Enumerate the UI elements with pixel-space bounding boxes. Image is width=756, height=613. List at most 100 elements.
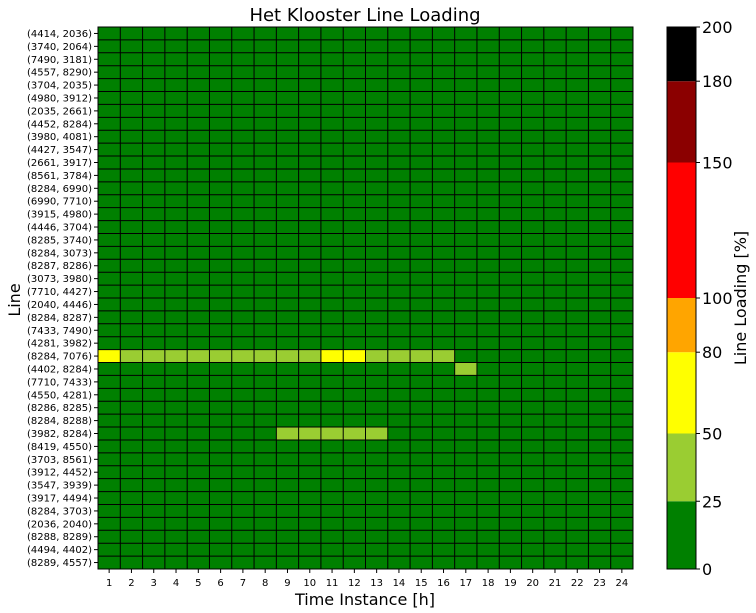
heatmap-cell xyxy=(387,285,411,298)
heatmap-cell xyxy=(209,362,232,376)
heatmap-cell xyxy=(320,452,344,466)
heatmap-cell xyxy=(254,259,277,273)
heatmap-cell xyxy=(231,336,255,350)
y-tick-label: (8289, 4557) xyxy=(27,558,92,569)
heatmap-cell xyxy=(298,156,321,169)
heatmap-cell xyxy=(610,168,633,182)
heatmap-cell xyxy=(142,233,165,247)
y-tick-label: (8286, 8285) xyxy=(27,403,92,414)
heatmap-cell xyxy=(454,285,477,298)
heatmap-cell xyxy=(476,543,500,557)
heatmap-cell xyxy=(298,39,321,53)
heatmap-cell xyxy=(432,194,455,208)
x-tick-label: 9 xyxy=(284,578,290,589)
heatmap-cell xyxy=(343,298,366,311)
heatmap-cell xyxy=(254,427,277,440)
heatmap-cell xyxy=(387,156,411,169)
heatmap-cell xyxy=(588,233,611,247)
x-tick-label: 23 xyxy=(593,578,606,589)
heatmap-cell xyxy=(566,530,589,544)
heatmap-cell xyxy=(164,517,188,531)
heatmap-cell xyxy=(566,465,589,479)
heatmap-cell xyxy=(231,181,255,195)
heatmap-cell xyxy=(187,156,210,169)
heatmap-cell xyxy=(142,272,165,286)
heatmap-cell xyxy=(276,349,299,363)
heatmap-cell xyxy=(209,39,232,53)
heatmap-cell xyxy=(120,543,143,557)
heatmap-cell xyxy=(610,298,633,311)
heatmap-cell xyxy=(276,452,299,466)
y-tick-label: (4550, 4281) xyxy=(27,390,92,401)
heatmap-cell xyxy=(320,233,344,247)
heatmap-cell xyxy=(298,27,321,40)
heatmap-cell xyxy=(164,117,188,131)
heatmap-cell xyxy=(543,388,567,402)
heatmap-cell xyxy=(276,285,299,298)
heatmap-cell xyxy=(410,530,433,544)
heatmap-cell xyxy=(209,375,232,389)
heatmap-cell xyxy=(432,65,455,79)
heatmap-cell xyxy=(187,465,210,479)
y-tick-label: (3073, 3980) xyxy=(27,274,92,285)
heatmap-cell xyxy=(98,530,121,544)
heatmap-cell xyxy=(298,52,321,66)
heatmap-cell xyxy=(164,336,188,350)
heatmap-cell xyxy=(164,130,188,144)
heatmap-cell xyxy=(432,91,455,105)
heatmap-cell xyxy=(521,272,544,286)
heatmap-cell xyxy=(98,349,121,363)
heatmap-cell xyxy=(142,39,165,53)
heatmap-cell xyxy=(164,143,188,157)
heatmap-cell xyxy=(454,452,477,466)
colorbar-tick-label: 200 xyxy=(702,18,733,37)
heatmap-cell xyxy=(120,285,143,298)
heatmap-cell xyxy=(543,491,567,505)
heatmap-cell xyxy=(476,181,500,195)
heatmap-cell xyxy=(365,207,388,221)
heatmap-cell xyxy=(387,375,411,389)
x-tick-label: 20 xyxy=(526,578,539,589)
heatmap-cell xyxy=(209,543,232,557)
heatmap-cell xyxy=(343,104,366,118)
heatmap-cell xyxy=(142,556,165,569)
heatmap-cell xyxy=(543,375,567,389)
heatmap-cell xyxy=(365,285,388,298)
heatmap-cell xyxy=(98,323,121,337)
heatmap-cell xyxy=(499,181,522,195)
heatmap-cell xyxy=(588,78,611,92)
heatmap-cell xyxy=(432,220,455,234)
heatmap-cell xyxy=(566,156,589,169)
heatmap-cell xyxy=(343,207,366,221)
y-tick-label: (4427, 3547) xyxy=(27,145,92,156)
heatmap-cell xyxy=(432,27,455,40)
heatmap-cell xyxy=(164,207,188,221)
heatmap-cell xyxy=(187,504,210,518)
heatmap-cell xyxy=(187,27,210,40)
heatmap-cell xyxy=(432,156,455,169)
heatmap-cell xyxy=(164,401,188,415)
heatmap-cell xyxy=(276,517,299,531)
heatmap-cell xyxy=(543,91,567,105)
heatmap-cell xyxy=(521,504,544,518)
heatmap-cell xyxy=(298,168,321,182)
heatmap-cell xyxy=(320,543,344,557)
heatmap-cell xyxy=(98,427,121,440)
heatmap-cell xyxy=(120,272,143,286)
heatmap-cell xyxy=(432,168,455,182)
heatmap-cell xyxy=(209,298,232,311)
heatmap-cell xyxy=(142,427,165,440)
heatmap-cell xyxy=(343,194,366,208)
heatmap-cell xyxy=(343,156,366,169)
heatmap-cell xyxy=(566,39,589,53)
heatmap-cell xyxy=(499,401,522,415)
heatmap-cell xyxy=(276,543,299,557)
heatmap-cell xyxy=(164,530,188,544)
heatmap-cell xyxy=(142,220,165,234)
y-tick-label: (2040, 4446) xyxy=(27,300,92,311)
heatmap-cell xyxy=(499,556,522,569)
heatmap-cell xyxy=(298,427,321,440)
heatmap-cell xyxy=(187,427,210,440)
heatmap-cell xyxy=(209,556,232,569)
heatmap-cell xyxy=(98,194,121,208)
